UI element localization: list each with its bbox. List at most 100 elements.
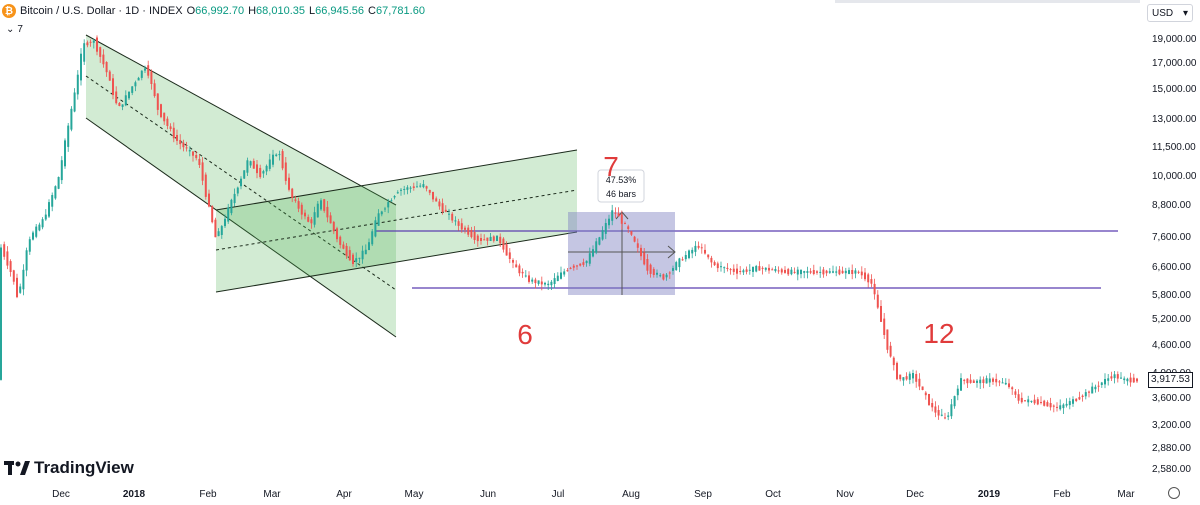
indicators-toggle[interactable]: ⌄ 7 xyxy=(6,24,23,35)
candle-body xyxy=(796,269,799,275)
candle-body xyxy=(569,267,572,269)
descending-channel-lower[interactable] xyxy=(85,117,397,338)
symbol-title[interactable]: Bitcoin / U.S. Dollar · 1D · INDEX xyxy=(20,5,183,17)
ascending-channel-mid[interactable] xyxy=(215,189,578,251)
candle-body xyxy=(966,378,969,384)
candle-body xyxy=(934,406,937,413)
low-label: L xyxy=(308,5,316,17)
candle-body xyxy=(732,268,735,272)
candle-body xyxy=(1020,397,1023,403)
candle-body xyxy=(844,270,847,274)
candle-body xyxy=(758,266,761,271)
candle-body xyxy=(473,232,476,240)
candle-body xyxy=(528,275,530,282)
candle-body xyxy=(508,252,511,259)
candle-body xyxy=(163,112,166,122)
candle-body xyxy=(310,219,313,224)
price-axis-label: 3,600.00 xyxy=(1152,393,1191,404)
candle-body xyxy=(1110,376,1113,379)
candle-body xyxy=(355,258,358,262)
candle-body xyxy=(217,231,220,237)
candle-body xyxy=(0,247,2,380)
candle-body xyxy=(348,250,351,261)
candle-body xyxy=(531,279,534,282)
measure-percent: 47.53% xyxy=(606,175,637,185)
candle-body xyxy=(601,230,604,240)
price-axis-label: 11,500.00 xyxy=(1152,142,1196,153)
candle-body xyxy=(822,269,825,275)
candle-body xyxy=(345,245,348,257)
candle-body xyxy=(272,154,274,165)
candle-body xyxy=(326,206,329,218)
candle-body xyxy=(950,404,953,417)
candle-body xyxy=(64,140,66,167)
candle-body xyxy=(25,250,28,271)
candle-body xyxy=(323,199,326,211)
ascending-channel-lower[interactable] xyxy=(215,231,578,293)
currency-selector[interactable]: USD ▾ xyxy=(1147,4,1193,22)
candle-body xyxy=(684,255,687,260)
price-axis-label: 13,000.00 xyxy=(1152,114,1197,125)
candle-body xyxy=(998,381,1001,383)
ascending-channel-upper[interactable] xyxy=(215,149,578,211)
candle-body xyxy=(278,154,281,156)
price-axis-label: 2,580.00 xyxy=(1152,464,1191,475)
candle-body xyxy=(988,378,991,383)
candle-body xyxy=(550,281,553,286)
candle-body xyxy=(70,108,73,130)
candle-body xyxy=(214,219,217,238)
candle-body xyxy=(598,237,601,245)
candle-body xyxy=(892,357,895,366)
candle-body xyxy=(3,244,6,257)
candle-body xyxy=(1036,399,1039,405)
candle-body xyxy=(297,201,300,209)
annotation-label: 6 xyxy=(517,319,533,350)
candle-body xyxy=(57,177,60,189)
candle-body xyxy=(694,245,697,252)
candle-body xyxy=(182,142,185,148)
candle-body xyxy=(723,267,726,269)
candle-body xyxy=(697,245,700,248)
candle-body xyxy=(451,213,454,221)
candle-body xyxy=(259,167,262,178)
candle-body xyxy=(739,271,742,272)
close-value: 67,781.60 xyxy=(376,5,425,17)
candle-body xyxy=(905,376,908,380)
tradingview-logo-icon xyxy=(4,461,30,475)
candle-body xyxy=(691,249,694,254)
time-axis-label: May xyxy=(405,489,424,500)
descending-channel-upper[interactable] xyxy=(85,34,397,206)
time-axis-label: 2018 xyxy=(123,489,146,500)
ascending-channel-fill[interactable] xyxy=(216,150,577,292)
candle-body xyxy=(361,250,364,260)
candle-body xyxy=(99,47,102,57)
candle-body xyxy=(1065,403,1068,406)
open-value: 66,992.70 xyxy=(195,5,245,17)
candle-body xyxy=(80,53,82,81)
candle-body xyxy=(105,62,108,73)
time-axis-label: Feb xyxy=(1053,489,1071,500)
candle-body xyxy=(678,258,681,268)
candle-body xyxy=(185,147,188,149)
candle-body xyxy=(972,380,975,383)
candle-body xyxy=(800,269,802,275)
candle-body xyxy=(371,231,374,245)
toolbar-strip xyxy=(835,0,1140,3)
candle-body xyxy=(518,265,521,274)
candle-body xyxy=(368,242,370,250)
candle-body xyxy=(1001,382,1004,384)
candle-body xyxy=(409,187,412,189)
gear-icon[interactable] xyxy=(1168,487,1180,499)
candle-body xyxy=(768,267,770,271)
candle-body xyxy=(67,125,70,147)
annotation-label: 7 xyxy=(603,151,619,182)
candle-body xyxy=(156,93,159,110)
candle-body xyxy=(1011,387,1014,390)
price-axis-label: 2,880.00 xyxy=(1152,443,1191,454)
candle-body xyxy=(54,186,57,199)
candle-body xyxy=(230,199,233,214)
candle-body xyxy=(204,174,207,197)
candle-body xyxy=(1062,404,1065,409)
candle-body xyxy=(816,271,818,273)
